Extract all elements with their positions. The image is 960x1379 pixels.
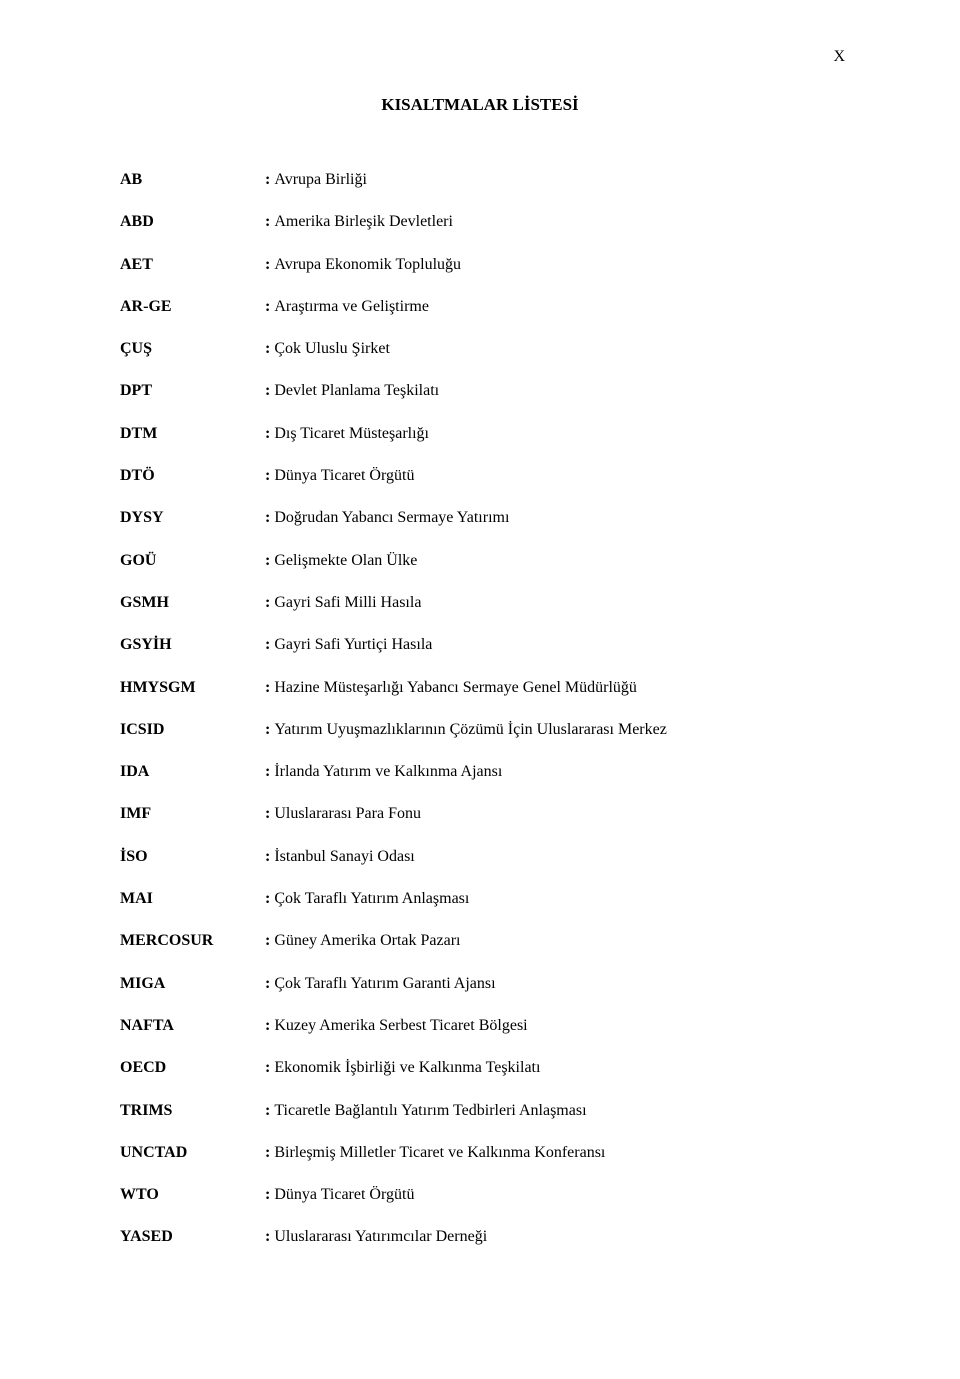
abbreviation-row: DTMDış Ticaret Müsteşarlığı [120,424,840,445]
abbreviation-value: Hazine Müsteşarlığı Yabancı Sermaye Gene… [265,678,840,699]
abbreviation-value: Dünya Ticaret Örgütü [265,466,840,487]
abbreviation-key: GSYİH [120,635,265,656]
abbreviation-row: MERCOSURGüney Amerika Ortak Pazarı [120,931,840,952]
abbreviation-key: DTM [120,424,265,445]
abbreviation-value: Doğrudan Yabancı Sermaye Yatırımı [265,508,840,529]
abbreviation-row: GOÜGelişmekte Olan Ülke [120,551,840,572]
abbreviation-key: NAFTA [120,1016,265,1037]
abbreviation-value: Birleşmiş Milletler Ticaret ve Kalkınma … [265,1143,840,1164]
abbreviation-key: GOÜ [120,551,265,572]
abbreviation-value: Çok Taraflı Yatırım Garanti Ajansı [265,974,840,995]
abbreviation-row: IDAİrlanda Yatırım ve Kalkınma Ajansı [120,762,840,783]
abbreviation-row: AETAvrupa Ekonomik Topluluğu [120,255,840,276]
abbreviation-key: MIGA [120,974,265,995]
abbreviation-value: Çok Uluslu Şirket [265,339,840,360]
abbreviation-row: DPTDevlet Planlama Teşkilatı [120,381,840,402]
abbreviation-row: IMFUluslararası Para Fonu [120,804,840,825]
abbreviation-row: DTÖDünya Ticaret Örgütü [120,466,840,487]
abbreviation-row: WTODünya Ticaret Örgütü [120,1185,840,1206]
abbreviation-key: HMYSGM [120,678,265,699]
abbreviation-key: IMF [120,804,265,825]
abbreviation-row: MAIÇok Taraflı Yatırım Anlaşması [120,889,840,910]
abbreviation-value: Gayri Safi Milli Hasıla [265,593,840,614]
abbreviation-row: GSYİHGayri Safi Yurtiçi Hasıla [120,635,840,656]
abbreviation-key: ICSID [120,720,265,741]
abbreviation-row: İSOİstanbul Sanayi Odası [120,847,840,868]
abbreviation-row: UNCTADBirleşmiş Milletler Ticaret ve Kal… [120,1143,840,1164]
abbreviation-key: MERCOSUR [120,931,265,952]
abbreviation-row: ÇUŞÇok Uluslu Şirket [120,339,840,360]
abbreviation-row: DYSYDoğrudan Yabancı Sermaye Yatırımı [120,508,840,529]
abbreviation-row: NAFTAKuzey Amerika Serbest Ticaret Bölge… [120,1016,840,1037]
abbreviation-key: DPT [120,381,265,402]
abbreviation-key: ÇUŞ [120,339,265,360]
abbreviation-row: ABAvrupa Birliği [120,170,840,191]
abbreviation-value: Gelişmekte Olan Ülke [265,551,840,572]
abbreviation-key: ABD [120,212,265,233]
abbreviation-key: MAI [120,889,265,910]
abbreviation-key: YASED [120,1227,265,1248]
abbreviation-row: YASEDUluslararası Yatırımcılar Derneği [120,1227,840,1248]
abbreviation-value: Çok Taraflı Yatırım Anlaşması [265,889,840,910]
abbreviation-key: DTÖ [120,466,265,487]
abbreviation-row: AR-GEAraştırma ve Geliştirme [120,297,840,318]
abbreviation-row: TRIMSTicaretle Bağlantılı Yatırım Tedbir… [120,1101,840,1122]
abbreviation-key: GSMH [120,593,265,614]
abbreviation-value: Devlet Planlama Teşkilatı [265,381,840,402]
abbreviation-key: DYSY [120,508,265,529]
abbreviation-value: Avrupa Ekonomik Topluluğu [265,255,840,276]
abbreviation-row: HMYSGMHazine Müsteşarlığı Yabancı Sermay… [120,678,840,699]
abbreviation-value: Dünya Ticaret Örgütü [265,1185,840,1206]
abbreviation-key: AR-GE [120,297,265,318]
abbreviation-value: Dış Ticaret Müsteşarlığı [265,424,840,445]
abbreviation-row: MIGAÇok Taraflı Yatırım Garanti Ajansı [120,974,840,995]
abbreviation-key: TRIMS [120,1101,265,1122]
abbreviation-key: IDA [120,762,265,783]
abbreviation-row: ICSIDYatırım Uyuşmazlıklarının Çözümü İç… [120,720,840,741]
page-number: X [833,48,845,66]
abbreviation-value: İrlanda Yatırım ve Kalkınma Ajansı [265,762,840,783]
abbreviation-value: Kuzey Amerika Serbest Ticaret Bölgesi [265,1016,840,1037]
abbreviation-value: Araştırma ve Geliştirme [265,297,840,318]
abbreviation-value: Gayri Safi Yurtiçi Hasıla [265,635,840,656]
abbreviation-value: İstanbul Sanayi Odası [265,847,840,868]
abbreviation-value: Ticaretle Bağlantılı Yatırım Tedbirleri … [265,1101,840,1122]
abbreviation-key: UNCTAD [120,1143,265,1164]
abbreviation-value: Güney Amerika Ortak Pazarı [265,931,840,952]
abbreviation-row: ABDAmerika Birleşik Devletleri [120,212,840,233]
abbreviation-key: İSO [120,847,265,868]
abbreviation-list: ABAvrupa BirliğiABDAmerika Birleşik Devl… [120,170,840,1270]
abbreviation-key: WTO [120,1185,265,1206]
abbreviation-value: Amerika Birleşik Devletleri [265,212,840,233]
abbreviation-value: Uluslararası Para Fonu [265,804,840,825]
abbreviation-key: AET [120,255,265,276]
abbreviation-key: OECD [120,1058,265,1079]
page-title: KISALTMALAR LİSTESİ [120,95,840,115]
abbreviation-key: AB [120,170,265,191]
abbreviation-value: Uluslararası Yatırımcılar Derneği [265,1227,840,1248]
abbreviation-value: Ekonomik İşbirliği ve Kalkınma Teşkilatı [265,1058,840,1079]
abbreviation-value: Avrupa Birliği [265,170,840,191]
abbreviation-row: OECDEkonomik İşbirliği ve Kalkınma Teşki… [120,1058,840,1079]
abbreviation-row: GSMHGayri Safi Milli Hasıla [120,593,840,614]
abbreviation-value: Yatırım Uyuşmazlıklarının Çözümü İçin Ul… [265,720,840,741]
